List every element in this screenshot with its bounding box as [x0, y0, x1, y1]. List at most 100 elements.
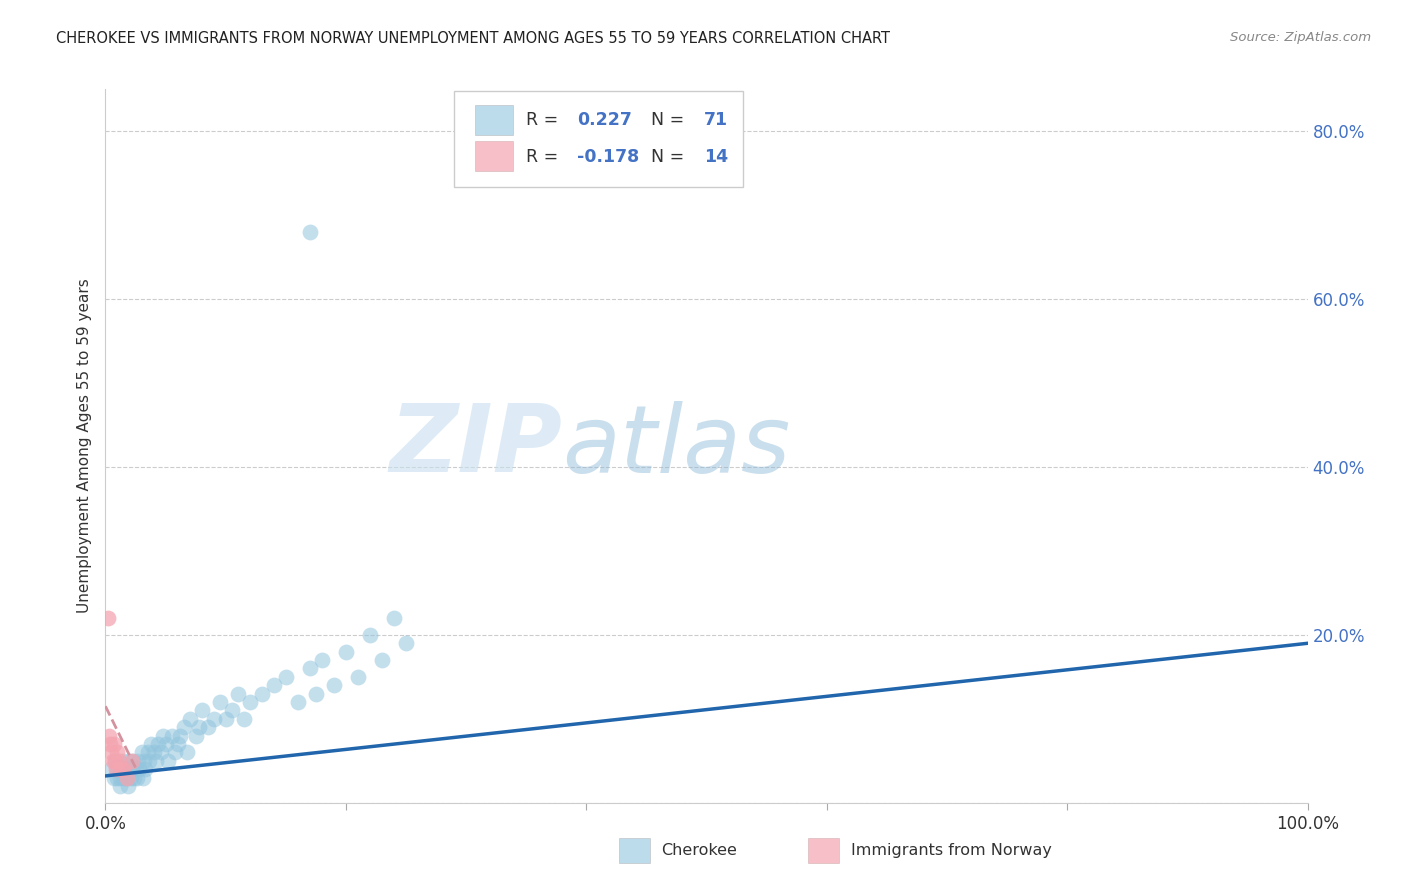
Point: [169, 729, 191, 743]
Point: [139, 737, 162, 751]
Point: [104, 754, 127, 768]
Point: [97, 611, 120, 625]
Point: [110, 762, 132, 776]
Point: [108, 771, 131, 785]
Text: Cherokee: Cherokee: [661, 843, 737, 857]
Point: [127, 754, 149, 768]
Point: [117, 779, 139, 793]
Point: [115, 771, 138, 785]
Point: [118, 754, 141, 768]
Text: Source: ZipAtlas.com: Source: ZipAtlas.com: [1230, 31, 1371, 45]
Point: [305, 687, 328, 701]
Point: [103, 737, 125, 751]
Point: [298, 225, 321, 239]
Point: [132, 754, 155, 768]
Point: [107, 746, 129, 760]
Point: [120, 771, 142, 785]
Point: [110, 762, 132, 776]
Text: R =: R =: [526, 111, 564, 128]
Point: [395, 636, 418, 650]
Point: [156, 754, 179, 768]
Point: [108, 779, 131, 793]
Point: [114, 771, 136, 785]
Point: [155, 737, 177, 751]
Point: [103, 771, 125, 785]
Point: [226, 687, 249, 701]
Point: [115, 762, 138, 776]
Point: [100, 746, 122, 760]
Point: [322, 678, 344, 692]
Point: [190, 703, 212, 717]
Point: [239, 695, 262, 709]
Point: [202, 712, 225, 726]
Point: [128, 762, 150, 776]
Point: [335, 645, 357, 659]
Point: [98, 729, 121, 743]
Point: [149, 746, 172, 760]
Point: [136, 746, 159, 760]
Point: [274, 670, 297, 684]
Point: [359, 628, 381, 642]
Point: [101, 754, 124, 768]
Point: [371, 653, 394, 667]
Text: N =: N =: [640, 148, 690, 166]
Point: [176, 746, 198, 760]
Point: [115, 771, 138, 785]
Text: 14: 14: [704, 148, 728, 166]
Text: ZIP: ZIP: [389, 400, 562, 492]
Point: [160, 729, 183, 743]
Point: [166, 737, 188, 751]
Point: [173, 720, 195, 734]
Point: [152, 729, 174, 743]
FancyBboxPatch shape: [454, 91, 742, 187]
Point: [112, 754, 135, 768]
Point: [100, 762, 122, 776]
Point: [104, 754, 127, 768]
Point: [221, 703, 243, 717]
Point: [107, 762, 129, 776]
Point: [311, 653, 333, 667]
Point: [122, 754, 145, 768]
Text: 0.227: 0.227: [576, 111, 631, 128]
Point: [148, 737, 170, 751]
Point: [121, 762, 143, 776]
Text: R =: R =: [526, 148, 564, 166]
Text: Immigrants from Norway: Immigrants from Norway: [851, 843, 1052, 857]
Text: atlas: atlas: [562, 401, 790, 491]
Point: [197, 720, 219, 734]
Text: -0.178: -0.178: [576, 148, 638, 166]
Point: [134, 762, 156, 776]
Point: [165, 746, 187, 760]
Point: [250, 687, 273, 701]
Point: [138, 754, 160, 768]
Point: [145, 754, 167, 768]
Point: [121, 754, 143, 768]
Point: [142, 746, 165, 760]
Point: [232, 712, 254, 726]
Point: [382, 611, 405, 625]
Point: [112, 771, 135, 785]
Point: [214, 712, 236, 726]
FancyBboxPatch shape: [474, 141, 513, 170]
Point: [179, 712, 201, 726]
Point: [125, 771, 148, 785]
Point: [184, 729, 207, 743]
FancyBboxPatch shape: [474, 105, 513, 135]
Point: [118, 762, 141, 776]
Point: [105, 762, 128, 776]
Point: [208, 695, 231, 709]
Point: [112, 762, 135, 776]
Point: [107, 754, 129, 768]
Point: [287, 695, 309, 709]
Text: 71: 71: [704, 111, 728, 128]
Point: [263, 678, 285, 692]
Text: CHEROKEE VS IMMIGRANTS FROM NORWAY UNEMPLOYMENT AMONG AGES 55 TO 59 YEARS CORREL: CHEROKEE VS IMMIGRANTS FROM NORWAY UNEMP…: [56, 31, 890, 46]
Point: [188, 720, 211, 734]
Point: [107, 771, 129, 785]
Point: [131, 746, 153, 760]
Y-axis label: Unemployment Among Ages 55 to 59 years: Unemployment Among Ages 55 to 59 years: [77, 278, 93, 614]
Point: [298, 661, 321, 675]
Point: [347, 670, 370, 684]
Point: [124, 762, 146, 776]
Point: [98, 737, 121, 751]
